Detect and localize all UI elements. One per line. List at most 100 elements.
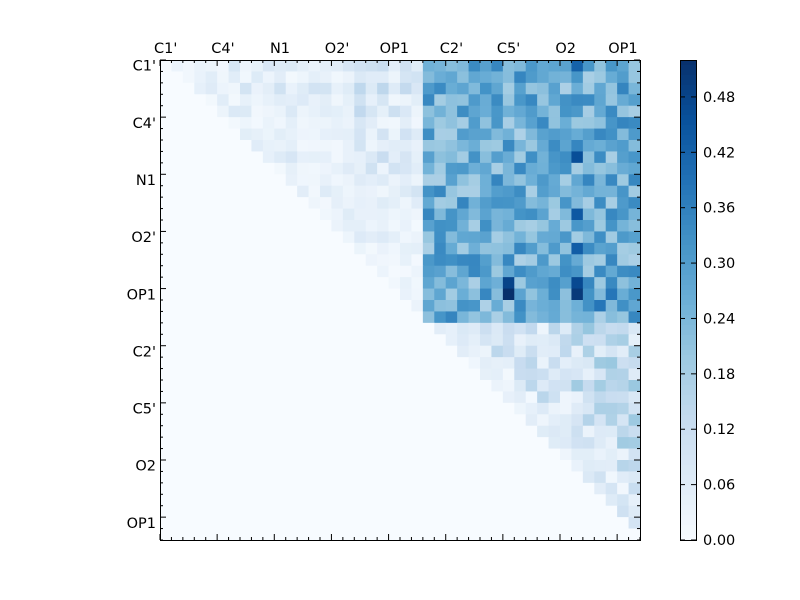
heatmap-cell: [525, 482, 538, 495]
heatmap-cell: [297, 140, 310, 153]
heatmap-cell: [251, 402, 264, 415]
heatmap-cell: [445, 528, 458, 541]
heatmap-cell: [571, 174, 584, 187]
heatmap-cell: [457, 162, 470, 175]
heatmap-cell: [377, 94, 390, 107]
heatmap-cell: [160, 345, 173, 358]
heatmap-cell: [571, 528, 584, 541]
heatmap-cell: [434, 151, 447, 164]
colorbar-segment: [680, 520, 696, 526]
heatmap-cell: [491, 425, 504, 438]
heatmap-cell: [240, 162, 253, 175]
heatmap-cell: [457, 117, 470, 130]
heatmap-cell: [274, 300, 287, 313]
heatmap-cell: [514, 471, 527, 484]
heatmap-cell: [457, 448, 470, 461]
heatmap-cell: [468, 482, 481, 495]
heatmap-cell: [548, 425, 561, 438]
heatmap-cell: [182, 414, 195, 427]
heatmap-cell: [308, 231, 321, 244]
heatmap-cell: [171, 265, 184, 278]
heatmap-cell: [182, 151, 195, 164]
heatmap-cell: [594, 494, 607, 507]
heatmap-cell: [171, 82, 184, 95]
heatmap-cell: [445, 311, 458, 324]
heatmap-cell: [251, 265, 264, 278]
heatmap-cell: [331, 391, 344, 404]
colorbar-segment: [680, 215, 696, 221]
heatmap-cell: [548, 185, 561, 198]
heatmap-cell: [628, 437, 641, 450]
colorbar-segment: [680, 475, 696, 481]
colorbar-segment: [680, 535, 696, 541]
heatmap-cell: [160, 82, 173, 95]
heatmap-cell: [480, 220, 493, 233]
heatmap-cell: [525, 300, 538, 313]
heatmap-cell: [285, 505, 298, 518]
heatmap-cell: [411, 60, 424, 73]
heatmap-cell: [297, 448, 310, 461]
heatmap-cell: [525, 94, 538, 107]
heatmap-cell: [480, 185, 493, 198]
heatmap-cell: [262, 105, 275, 118]
heatmap-cell: [388, 174, 401, 187]
heatmap-cell: [285, 460, 298, 473]
heatmap-cell: [285, 471, 298, 484]
heatmap-cell: [308, 185, 321, 198]
heatmap-cell: [594, 528, 607, 541]
heatmap-cell: [560, 448, 573, 461]
heatmap-cell: [297, 174, 310, 187]
heatmap-cell: [388, 128, 401, 141]
heatmap-cell: [365, 471, 378, 484]
colorbar-segment: [680, 190, 696, 196]
heatmap-cell: [594, 414, 607, 427]
heatmap-cell: [182, 174, 195, 187]
heatmap-cell: [377, 311, 390, 324]
heatmap-cell: [388, 117, 401, 130]
heatmap-cell: [628, 60, 641, 73]
heatmap-cell: [491, 334, 504, 347]
heatmap-cell: [377, 505, 390, 518]
heatmap-cell: [217, 380, 230, 393]
heatmap-cell: [491, 265, 504, 278]
heatmap-cell: [217, 288, 230, 301]
heatmap-cell: [354, 265, 367, 278]
heatmap-cell: [160, 128, 173, 141]
heatmap-cell: [400, 505, 413, 518]
heatmap-cell: [274, 128, 287, 141]
heatmap-cell: [537, 402, 550, 415]
heatmap-cell: [388, 414, 401, 427]
heatmap-cell: [445, 300, 458, 313]
heatmap-cell: [468, 357, 481, 370]
heatmap-cell: [491, 71, 504, 84]
heatmap-cell: [594, 448, 607, 461]
heatmap-cell: [308, 300, 321, 313]
heatmap-cell: [228, 174, 241, 187]
heatmap-cell: [262, 505, 275, 518]
heatmap-cell: [445, 460, 458, 473]
heatmap-cell: [491, 482, 504, 495]
heatmap-cell: [320, 437, 333, 450]
heatmap-cell: [217, 460, 230, 473]
heatmap-cell: [320, 380, 333, 393]
colorbar-segment: [680, 230, 696, 236]
heatmap-cell: [617, 254, 630, 267]
heatmap-cell: [262, 471, 275, 484]
heatmap-cell: [468, 402, 481, 415]
heatmap-cell: [548, 414, 561, 427]
heatmap-cell: [251, 185, 264, 198]
heatmap-cell: [502, 151, 515, 164]
heatmap-cell: [240, 231, 253, 244]
heatmap-cell: [514, 265, 527, 278]
heatmap-cell: [377, 208, 390, 221]
heatmap-cell: [171, 322, 184, 335]
heatmap-cell: [388, 448, 401, 461]
heatmap-cell: [594, 322, 607, 335]
heatmap-cell: [411, 311, 424, 324]
heatmap-cell: [594, 94, 607, 107]
heatmap-cell: [240, 334, 253, 347]
heatmap-cell: [560, 208, 573, 221]
heatmap-cell: [308, 311, 321, 324]
heatmap-cell: [228, 482, 241, 495]
heatmap-cell: [434, 425, 447, 438]
